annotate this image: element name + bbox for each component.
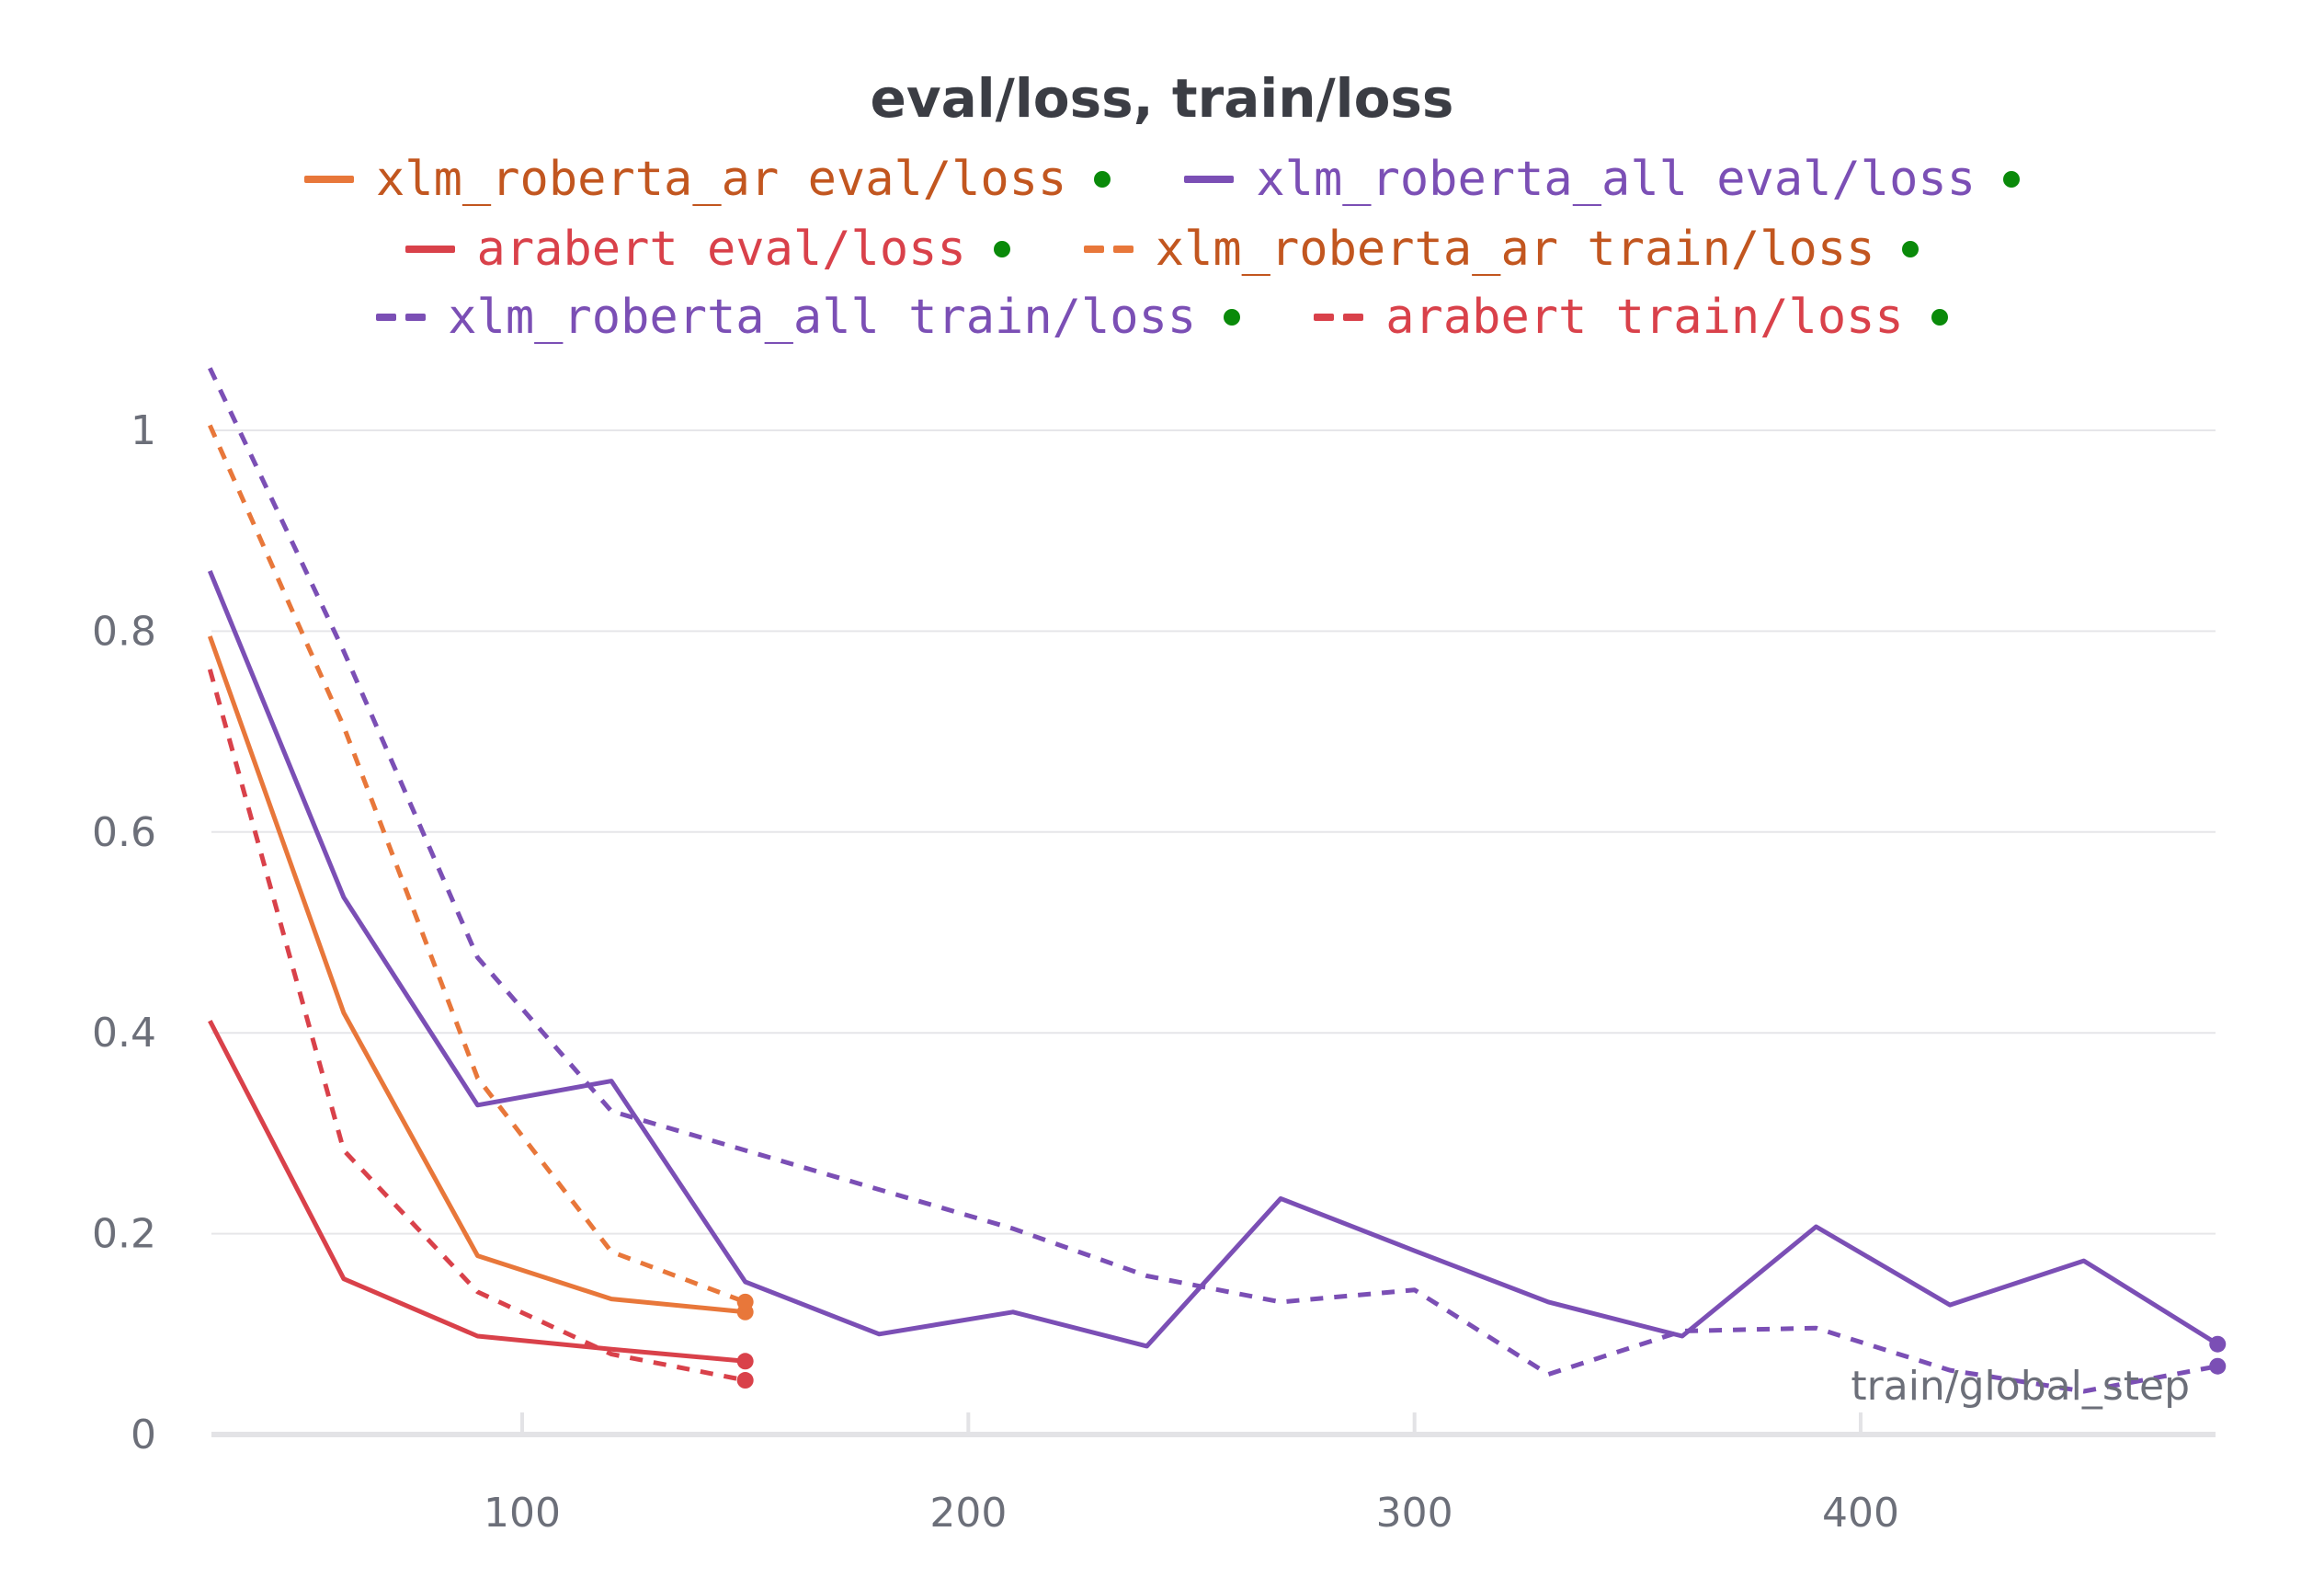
status-dot-icon [1931, 309, 1948, 326]
x-axis-label: train/global_step [1851, 1363, 2190, 1410]
x-tick-label: 200 [929, 1490, 1007, 1537]
status-dot-icon [1224, 309, 1241, 326]
y-tick-label: 0 [131, 1412, 156, 1458]
legend-item-xlm-roberta-all-eval[interactable]: xlm_roberta_all eval/loss [1184, 147, 2021, 211]
legend-item-arabert-train[interactable]: arabert train/loss [1314, 285, 1948, 349]
status-dot-icon [2003, 171, 2021, 188]
status-dot-icon [993, 241, 1010, 257]
x-tick-label: 400 [1822, 1490, 1899, 1537]
legend-item-arabert-eval[interactable]: arabert eval/loss [404, 217, 1010, 281]
chart-title: eval/loss, train/loss [870, 67, 1454, 130]
x-tick-label: 100 [484, 1490, 561, 1537]
legend-swatch [1184, 176, 1235, 183]
y-tick-label: 0.8 [92, 608, 156, 655]
y-tick-label: 0.4 [92, 1010, 156, 1057]
legend-row-2: arabert eval/loss xlm_roberta_ar train/l… [0, 217, 2324, 281]
series-endpoint-arabert-train-loss [736, 1372, 754, 1389]
gridlines [211, 429, 2216, 1235]
series-endpoint-arabert-eval-loss [736, 1353, 754, 1370]
series-endpoint-xlm-roberta-ar-train-loss [736, 1293, 754, 1310]
legend-swatch [303, 176, 354, 183]
series-endpoint-xlm-roberta-all-eval-loss [2209, 1335, 2227, 1353]
series-line-arabert-train-loss [207, 669, 746, 1383]
status-dot-icon [1094, 171, 1111, 188]
legend-swatch [1314, 314, 1364, 321]
legend-label: xlm_roberta_all eval/loss [1256, 152, 1977, 207]
legend-item-xlm-roberta-all-train[interactable]: xlm_roberta_all train/loss [376, 285, 1241, 349]
series-endpoint-xlm-roberta-all-train-loss [2209, 1357, 2227, 1375]
legend-label: arabert eval/loss [476, 222, 966, 277]
legend-label: xlm_roberta_ar train/loss [1155, 222, 1875, 277]
legend-row-1: xlm_roberta_ar eval/loss xlm_roberta_all… [0, 147, 2324, 211]
legend-item-xlm-roberta-ar-train[interactable]: xlm_roberta_ar train/loss [1083, 217, 1920, 281]
status-dot-icon [1902, 241, 1920, 257]
legend-label: arabert train/loss [1385, 290, 1904, 345]
y-axis-ticks: 0 0.2 0.4 0.6 0.8 1 [92, 407, 156, 1458]
y-tick-label: 0.6 [92, 809, 156, 856]
y-tick-label: 1 [131, 407, 156, 454]
legend-row-3: xlm_roberta_all train/loss arabert train… [0, 285, 2324, 349]
y-tick-label: 0.2 [92, 1211, 156, 1258]
series-line-xlm-roberta-all-train-loss [208, 367, 2218, 1394]
series-line-arabert-eval-loss [208, 1019, 746, 1364]
x-tick-label: 300 [1376, 1490, 1453, 1537]
series-line-xlm-roberta-ar-train-loss [208, 424, 746, 1305]
legend-item-xlm-roberta-ar-eval[interactable]: xlm_roberta_ar eval/loss [303, 147, 1111, 211]
x-axis: 100 200 300 400 [211, 1412, 2216, 1537]
legend-label: xlm_roberta_ar eval/loss [375, 152, 1067, 207]
legend-swatch [376, 314, 427, 321]
series-layer [207, 367, 2227, 1394]
legend-label: xlm_roberta_all train/loss [448, 290, 1197, 345]
legend-swatch [1083, 246, 1134, 253]
series-line-xlm-roberta-ar-eval-loss [207, 635, 746, 1315]
legend-swatch [404, 246, 455, 253]
series-line-xlm-roberta-all-eval-loss [207, 569, 2219, 1349]
